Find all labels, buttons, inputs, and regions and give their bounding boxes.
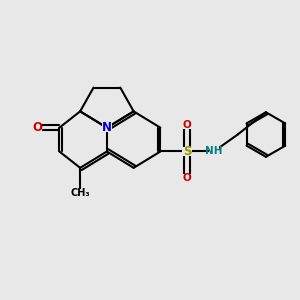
FancyBboxPatch shape bbox=[182, 174, 192, 183]
FancyBboxPatch shape bbox=[102, 123, 112, 132]
FancyBboxPatch shape bbox=[208, 147, 219, 156]
FancyBboxPatch shape bbox=[182, 120, 192, 129]
Text: CH₃: CH₃ bbox=[70, 188, 90, 198]
FancyBboxPatch shape bbox=[32, 123, 42, 132]
Text: S: S bbox=[183, 145, 191, 158]
Text: NH: NH bbox=[205, 146, 223, 157]
Text: O: O bbox=[183, 120, 191, 130]
Text: N: N bbox=[102, 121, 112, 134]
Text: O: O bbox=[183, 173, 191, 183]
FancyBboxPatch shape bbox=[72, 189, 88, 198]
Text: O: O bbox=[32, 121, 42, 134]
FancyBboxPatch shape bbox=[182, 147, 192, 156]
